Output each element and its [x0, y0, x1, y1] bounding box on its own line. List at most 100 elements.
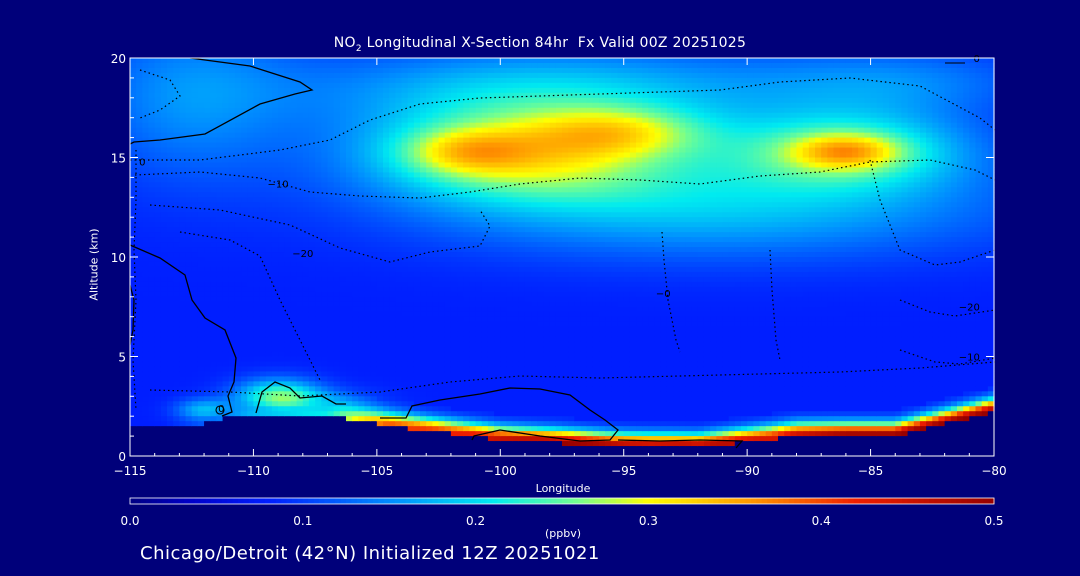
- heatmap-cell: [487, 441, 495, 447]
- heatmap-cell: [333, 336, 341, 343]
- heatmap-cell: [234, 376, 242, 382]
- heatmap-cell: [302, 316, 310, 323]
- heatmap-cell: [185, 341, 193, 348]
- heatmap-cell: [463, 177, 471, 183]
- heatmap-cell: [259, 212, 267, 218]
- heatmap-cell: [333, 421, 341, 427]
- heatmap-cell: [241, 346, 248, 353]
- heatmap-cell: [296, 62, 304, 69]
- heatmap-cell: [352, 122, 359, 129]
- heatmap-cell: [413, 132, 421, 139]
- heatmap-cell: [179, 431, 187, 437]
- heatmap-cell: [500, 276, 508, 283]
- heatmap-cell: [500, 72, 508, 79]
- heatmap-cell: [383, 276, 390, 283]
- heatmap-cell: [185, 247, 193, 253]
- heatmap-cell: [216, 381, 224, 387]
- heatmap-cell: [370, 97, 378, 104]
- heatmap-cell: [315, 172, 322, 178]
- heatmap-cell: [395, 381, 403, 387]
- heatmap-cell: [308, 261, 316, 268]
- heatmap-cell: [383, 441, 390, 447]
- heatmap-cell: [376, 137, 384, 144]
- heatmap-cell: [389, 107, 396, 114]
- heatmap-cell: [179, 82, 187, 89]
- heatmap-cell: [469, 406, 477, 412]
- heatmap-cell: [333, 281, 341, 288]
- heatmap-cell: [259, 401, 267, 407]
- heatmap-cell: [383, 167, 390, 174]
- heatmap-cell: [216, 336, 224, 343]
- heatmap-cell: [308, 321, 316, 328]
- heatmap-cell: [160, 356, 168, 363]
- heatmap-cell: [160, 266, 168, 273]
- heatmap-cell: [302, 77, 310, 84]
- heatmap-cell: [308, 182, 316, 188]
- heatmap-cell: [191, 82, 199, 89]
- heatmap-cell: [167, 202, 174, 208]
- heatmap-cell: [173, 217, 180, 223]
- heatmap-cell: [432, 386, 440, 392]
- heatmap-cell: [302, 182, 310, 188]
- heatmap-cell: [278, 252, 285, 258]
- heatmap-cell: [241, 281, 248, 288]
- heatmap-cell: [346, 152, 353, 159]
- heatmap-cell: [271, 396, 279, 402]
- heatmap-cell: [444, 227, 452, 233]
- heatmap-cell: [395, 361, 403, 368]
- heatmap-cell: [426, 137, 433, 144]
- heatmap-cell: [401, 87, 409, 94]
- heatmap-cell: [167, 247, 174, 253]
- heatmap-cell: [253, 376, 261, 382]
- heatmap-cell: [271, 217, 279, 223]
- heatmap-cell: [154, 451, 162, 457]
- heatmap-cell: [506, 97, 514, 104]
- heatmap-cell: [352, 431, 359, 437]
- heatmap-cell: [395, 396, 403, 402]
- heatmap-cell: [265, 222, 273, 228]
- heatmap-cell: [302, 351, 310, 358]
- heatmap-cell: [469, 296, 477, 303]
- heatmap-cell: [290, 62, 298, 69]
- heatmap-cell: [401, 371, 409, 377]
- heatmap-cell: [173, 62, 180, 69]
- heatmap-cell: [500, 421, 508, 427]
- heatmap-cell: [450, 127, 458, 134]
- heatmap-cell: [265, 217, 273, 223]
- heatmap-cell: [500, 266, 508, 273]
- heatmap-cell: [265, 87, 273, 94]
- heatmap-cell: [216, 391, 224, 397]
- heatmap-cell: [420, 72, 427, 79]
- heatmap-cell: [160, 187, 168, 193]
- heatmap-cell: [333, 396, 341, 402]
- heatmap-cell: [136, 152, 143, 159]
- heatmap-cell: [475, 361, 483, 368]
- heatmap-cell: [389, 306, 396, 313]
- heatmap-cell: [463, 172, 471, 178]
- heatmap-cell: [358, 351, 366, 358]
- heatmap-cell: [173, 177, 180, 183]
- heatmap-cell: [247, 257, 255, 263]
- heatmap-cell: [475, 232, 483, 238]
- heatmap-cell: [370, 77, 378, 84]
- heatmap-cell: [383, 406, 390, 412]
- heatmap-cell: [308, 426, 316, 432]
- heatmap-cell: [383, 132, 390, 139]
- heatmap-cell: [253, 351, 261, 358]
- heatmap-cell: [432, 371, 440, 377]
- heatmap-cell: [444, 421, 452, 427]
- heatmap-cell: [222, 421, 230, 427]
- heatmap-cell: [358, 331, 366, 338]
- heatmap-cell: [160, 366, 168, 373]
- heatmap-cell: [339, 286, 347, 293]
- heatmap-cell: [395, 102, 403, 109]
- heatmap-cell: [259, 341, 267, 348]
- heatmap-cell: [494, 207, 501, 213]
- heatmap-cell: [241, 336, 248, 343]
- heatmap-cell: [444, 261, 452, 268]
- heatmap-cell: [197, 187, 205, 193]
- heatmap-cell: [339, 396, 347, 402]
- heatmap-cell: [487, 127, 495, 134]
- heatmap-cell: [512, 137, 520, 144]
- heatmap-cell: [407, 58, 415, 64]
